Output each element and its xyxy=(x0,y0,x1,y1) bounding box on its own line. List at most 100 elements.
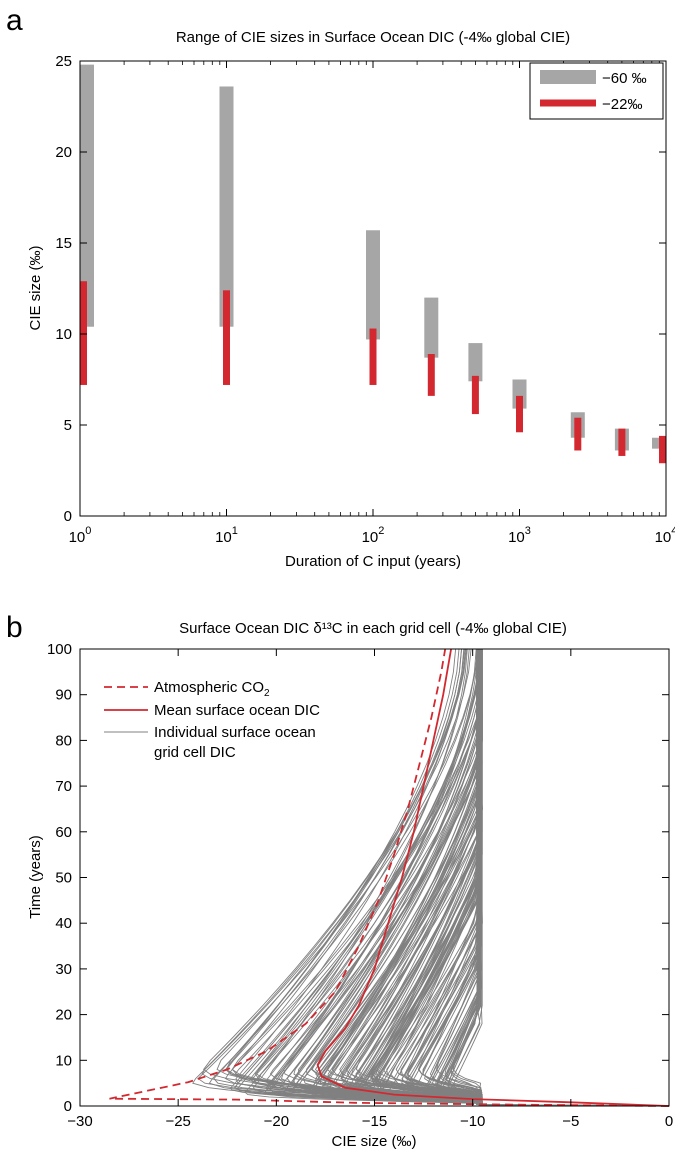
grid-cell-line xyxy=(234,648,670,1107)
y-tick-label: 0 xyxy=(64,508,72,525)
grid-cell-line xyxy=(326,649,670,1107)
bar-22-range xyxy=(516,395,523,433)
x-tick-label: −15 xyxy=(362,1113,387,1130)
x-tick-label: 100 xyxy=(69,525,92,546)
x-tick-label: 103 xyxy=(508,525,531,546)
y-tick-label: 10 xyxy=(55,326,72,343)
legend-atmos-sub: 2 xyxy=(264,688,270,699)
y-tick-label: 30 xyxy=(55,961,72,978)
grid-cell-line xyxy=(306,649,670,1107)
y-tick-label: 80 xyxy=(55,732,72,749)
grid-cell-line xyxy=(303,649,670,1107)
y-tick-label: 20 xyxy=(55,1007,72,1024)
panel-b-grid-cell-lines xyxy=(192,648,670,1107)
panel-b-title: Surface Ocean DIC δ¹³C in each grid cell… xyxy=(179,620,567,637)
panel-a-title: Range of CIE sizes in Surface Ocean DIC … xyxy=(176,29,570,46)
bar-60-range xyxy=(366,230,380,340)
grid-cell-line xyxy=(310,649,670,1107)
grid-cell-line xyxy=(225,648,670,1107)
grid-cell-line xyxy=(373,649,670,1107)
grid-cell-line xyxy=(279,649,670,1107)
panel-a-y-ticks: 0 5 10 15 20 25 xyxy=(55,53,666,525)
panel-a-x-axis-label: Duration of C input (years) xyxy=(285,553,461,570)
grid-cell-line xyxy=(450,649,670,1107)
grid-cell-line xyxy=(368,649,670,1107)
bar-60-range xyxy=(80,64,94,327)
grid-cell-line xyxy=(450,649,670,1107)
grid-cell-line xyxy=(299,649,670,1107)
x-tick-label: 104 xyxy=(655,525,675,546)
legend-atmos-text: Atmospheric CO xyxy=(154,679,264,696)
panel-b-x-ticks: −30 −25 −20 −15 −10 −5 0 xyxy=(67,649,673,1130)
bar-22-range xyxy=(659,435,666,464)
grid-cell-line xyxy=(237,648,670,1107)
panel-a-x-ticks: 100 101 102 103 104 xyxy=(69,61,675,546)
grid-cell-line xyxy=(268,649,670,1107)
grid-cell-line xyxy=(401,649,670,1107)
grid-cell-line xyxy=(244,649,670,1107)
panel-b-y-ticks: 0 10 20 30 40 50 60 70 80 90 100 xyxy=(47,641,669,1115)
bar-60-range xyxy=(219,86,234,327)
legend-cells-label-2: grid cell DIC xyxy=(154,744,236,761)
y-tick-label: 60 xyxy=(55,824,72,841)
panel-b: b Surface Ocean DIC δ¹³C in each grid ce… xyxy=(6,611,673,1150)
y-tick-label: 100 xyxy=(47,641,72,658)
x-tick-label: 101 xyxy=(215,525,238,546)
grid-cell-line xyxy=(224,648,670,1107)
y-tick-label: 20 xyxy=(55,144,72,161)
bar-22-range xyxy=(223,290,230,385)
x-tick-label: 102 xyxy=(362,525,385,546)
x-tick-label: −30 xyxy=(67,1113,92,1130)
panel-a: a Range of CIE sizes in Surface Ocean DI… xyxy=(6,4,675,570)
grid-cell-line xyxy=(450,649,670,1107)
x-tick-label: −10 xyxy=(460,1113,485,1130)
panel-a-bars xyxy=(80,64,666,464)
x-tick-label: 0 xyxy=(665,1113,673,1130)
grid-cell-line xyxy=(264,648,670,1107)
y-tick-label: 40 xyxy=(55,915,72,932)
panel-b-letter: b xyxy=(6,611,23,644)
bar-22-range xyxy=(427,354,435,396)
grid-cell-line xyxy=(269,648,670,1107)
y-tick-label: 70 xyxy=(55,778,72,795)
y-tick-label: 0 xyxy=(64,1098,72,1115)
grid-cell-line xyxy=(438,649,670,1107)
grid-cell-line xyxy=(208,648,670,1107)
bar-60-range xyxy=(468,343,483,382)
grid-cell-line xyxy=(251,649,670,1107)
grid-cell-line xyxy=(452,649,670,1107)
mean-surface-dic-line xyxy=(316,648,670,1107)
bar-22-range xyxy=(369,328,377,385)
bar-22-range xyxy=(618,428,626,456)
y-tick-label: 25 xyxy=(55,53,72,70)
legend-atmos-label: Atmospheric CO2 xyxy=(154,679,270,699)
bar-22-range xyxy=(80,281,87,385)
atmospheric-co2-line xyxy=(109,648,670,1107)
y-tick-label: 15 xyxy=(55,235,72,252)
x-tick-label: −25 xyxy=(165,1113,190,1130)
y-tick-label: 90 xyxy=(55,687,72,704)
grid-cell-line xyxy=(297,649,670,1107)
y-tick-label: 5 xyxy=(64,417,72,434)
legend-cells-label-1: Individual surface ocean xyxy=(154,724,316,741)
bar-22-range xyxy=(574,417,582,451)
grid-cell-line xyxy=(310,649,670,1107)
legend-mean-label: Mean surface ocean DIC xyxy=(154,702,320,719)
grid-cell-line xyxy=(337,649,670,1107)
panel-a-letter: a xyxy=(6,4,23,37)
panel-b-legend: Atmospheric CO2 Mean surface ocean DIC I… xyxy=(104,679,320,761)
bar-22-range xyxy=(471,375,479,415)
panel-a-y-axis-label: CIE size (‰) xyxy=(27,245,44,330)
legend-label-22: −22‰ xyxy=(602,96,642,113)
x-tick-label: −20 xyxy=(264,1113,289,1130)
panel-a-legend: −60 ‰ −22‰ xyxy=(529,62,664,120)
legend-label-60: −60 ‰ xyxy=(602,70,647,87)
grid-cell-line xyxy=(432,649,670,1107)
grid-cell-line xyxy=(374,649,670,1107)
y-tick-label: 50 xyxy=(55,870,72,887)
panel-b-y-axis-label: Time (years) xyxy=(27,835,44,919)
bar-60-range xyxy=(424,297,439,358)
y-tick-label: 10 xyxy=(55,1052,72,1069)
grid-cell-line xyxy=(197,648,670,1107)
